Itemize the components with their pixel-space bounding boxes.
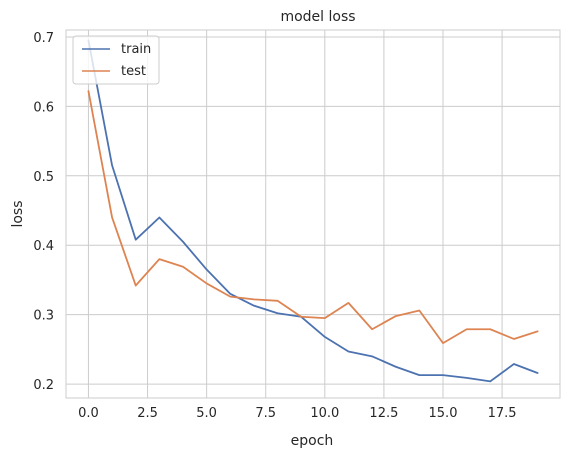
x-tick-label: 10.0 (310, 406, 339, 421)
plot-area (65, 29, 561, 399)
series-layer (87, 39, 539, 383)
legend-box (72, 35, 160, 85)
legend: train test (72, 35, 160, 85)
tick-labels: 0.0 2.5 5.0 7.5 10.0 12.5 15.0 17.5 0.2 0.3 0.4 0.5… (33, 31, 516, 421)
x-axis-label: epoch (291, 433, 334, 449)
test-series-line (87, 90, 539, 345)
x-tick-label: 5.0 (196, 406, 217, 421)
chart-title: model loss (280, 9, 355, 25)
y-axis-label: loss (10, 200, 26, 227)
y-tick-label: 0.6 (33, 100, 54, 115)
train-series-line (87, 39, 539, 383)
y-tick-label: 0.7 (33, 31, 54, 46)
y-tick-label: 0.5 (33, 170, 54, 185)
x-tick-label: 0.0 (78, 406, 99, 421)
grid (66, 30, 560, 398)
x-tick-label: 17.5 (488, 406, 517, 421)
x-tick-label: 2.5 (137, 406, 158, 421)
x-tick-label: 12.5 (369, 406, 398, 421)
x-tick-label: 7.5 (255, 406, 276, 421)
x-tick-label: 15.0 (429, 406, 458, 421)
y-tick-label: 0.4 (33, 239, 54, 254)
legend-test-label: test (121, 64, 146, 79)
y-tick-label: 0.2 (33, 378, 54, 393)
legend-train-label: train (121, 42, 151, 57)
y-tick-label: 0.3 (33, 309, 54, 324)
